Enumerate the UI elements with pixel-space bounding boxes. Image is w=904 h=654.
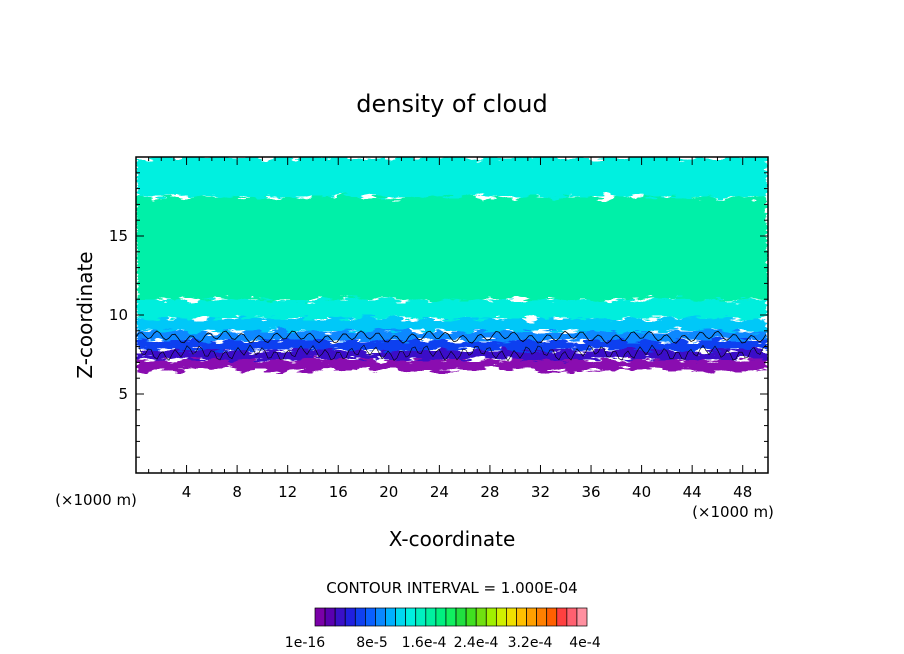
- colorbar-swatch: [445, 607, 457, 627]
- y-tick-label: 15: [109, 227, 128, 245]
- colorbar-swatch: [344, 607, 356, 627]
- colorbar-swatch: [385, 607, 396, 627]
- contour-band: [136, 295, 768, 321]
- contour-band: [136, 157, 768, 199]
- colorbar-label: 4e-4: [569, 635, 601, 651]
- colorbar-swatch: [314, 607, 326, 627]
- contour-line: [136, 330, 767, 344]
- x-tick-label: 36: [581, 483, 600, 501]
- x-tick-label: 28: [480, 483, 499, 501]
- colorbar-swatch: [506, 607, 517, 627]
- y-tick-label: 10: [109, 306, 128, 324]
- colorbar-label: 2.4e-4: [454, 635, 499, 651]
- colorbar-swatch: [576, 607, 588, 627]
- colorbar-swatch: [546, 607, 558, 627]
- colorbar-swatch: [526, 607, 537, 627]
- contour-band: [136, 193, 768, 302]
- colorbar-swatch: [495, 607, 507, 627]
- colorbar-swatch: [405, 607, 417, 627]
- colorbar-swatch: [435, 607, 447, 627]
- colorbar-swatch: [536, 607, 548, 627]
- colorbar: [314, 607, 588, 627]
- colorbar-swatch: [324, 607, 336, 627]
- colorbar-swatch: [455, 607, 467, 627]
- colorbar-label: 8e-5: [356, 635, 387, 651]
- x-axis-label: X-coordinate: [389, 527, 516, 551]
- y-axis-label: Z-coordinate: [73, 251, 97, 378]
- colorbar-labels: 1e-16 8e-5 1.6e-4 2.4e-4 3.2e-4 4e-4: [285, 635, 601, 651]
- colorbar-swatch: [485, 607, 497, 627]
- y-unit-note: (×1000 m): [55, 491, 137, 509]
- x-tick-label: 8: [232, 483, 242, 501]
- x-tick-label: 44: [683, 483, 702, 501]
- x-tick-label: 4: [182, 483, 192, 501]
- colorbar-swatch: [354, 607, 366, 627]
- contour-fill-area: [136, 157, 768, 374]
- contour-line: [136, 344, 767, 362]
- colorbar-swatch: [556, 607, 568, 627]
- colorbar-swatch: [375, 607, 386, 627]
- x-tick-label: 48: [733, 483, 752, 501]
- colorbar-swatch: [475, 607, 487, 627]
- x-tick-label: 12: [278, 483, 297, 501]
- x-axis-ticks: 4 8 12 16 20 24 28 32 36 40 44 48: [148, 157, 756, 501]
- contour-interval-text: CONTOUR INTERVAL = 1.000E-04: [326, 579, 577, 597]
- colorbar-swatch: [334, 607, 346, 627]
- x-tick-label: 40: [632, 483, 651, 501]
- colorbar-swatch: [465, 607, 477, 627]
- contour-band: [136, 336, 768, 352]
- x-unit-note: (×1000 m): [692, 503, 774, 521]
- colorbar-swatch: [395, 607, 407, 627]
- chart-title: density of cloud: [356, 90, 547, 118]
- y-tick-label: 5: [118, 385, 128, 403]
- x-tick-label: 24: [430, 483, 449, 501]
- contour-band: [136, 346, 768, 362]
- colorbar-swatch: [425, 607, 437, 627]
- x-tick-label: 20: [379, 483, 398, 501]
- x-tick-label: 32: [531, 483, 550, 501]
- colorbar-swatch: [566, 607, 578, 627]
- y-axis-ticks: 5 10 15: [109, 172, 768, 458]
- colorbar-label: 1e-16: [285, 635, 325, 651]
- colorbar-swatch: [516, 607, 527, 627]
- contour-band: [136, 355, 768, 374]
- colorbar-swatch: [415, 607, 427, 627]
- x-tick-label: 16: [329, 483, 348, 501]
- colorbar-swatch: [365, 607, 376, 627]
- colorbar-label: 1.6e-4: [402, 635, 447, 651]
- colorbar-label: 3.2e-4: [508, 635, 553, 651]
